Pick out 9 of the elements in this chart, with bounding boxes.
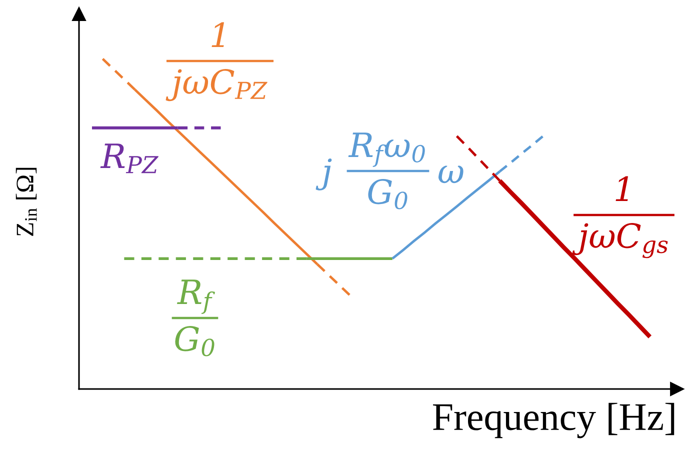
annotation: R$_{PZ}$ bbox=[100, 144, 158, 174]
annotation: R$_{f}$ G$_{0}$ bbox=[175, 280, 215, 356]
y-axis-title: Z$_{in}$ [Ω] bbox=[16, 168, 37, 236]
annotation: R$_{f}$ω$_{0}$ G$_{0}$ bbox=[348, 132, 425, 210]
annotation: j bbox=[316, 158, 332, 190]
x-axis-title: Frequency [Hz] bbox=[433, 402, 674, 438]
annotation: 1 jωC$_{PZ}$ bbox=[166, 22, 268, 102]
annotation: ω bbox=[438, 166, 464, 184]
annotation: 1 jωC$_{gs}$ bbox=[572, 176, 668, 258]
